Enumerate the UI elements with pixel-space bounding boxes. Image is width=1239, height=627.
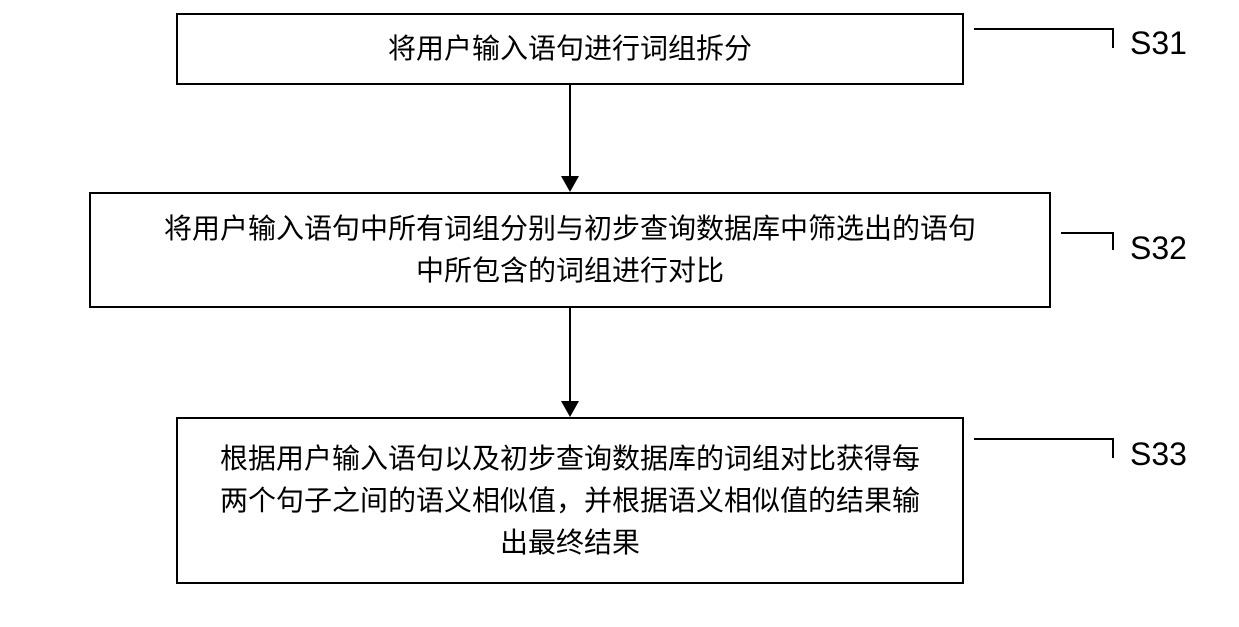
arrow-head-2 (561, 401, 579, 417)
arrow-line-2 (569, 308, 571, 403)
arrow-line-1 (569, 85, 571, 178)
step-label-s32: S32 (1130, 230, 1187, 267)
step-text-s33: 根据用户输入语句以及初步查询数据库的词组对比获得每两个句子之间的语义相似值，并根… (210, 438, 930, 564)
step-label-s33: S33 (1130, 436, 1187, 473)
label-connector-s33 (974, 438, 1114, 458)
step-text-s32: 将用户输入语句中所有词组分别与初步查询数据库中筛选出的语句中所包含的词组进行对比 (160, 208, 980, 292)
label-connector-s31 (974, 28, 1114, 48)
label-connector-s32 (1061, 232, 1114, 250)
step-label-s31: S31 (1130, 25, 1187, 62)
step-box-s32: 将用户输入语句中所有词组分别与初步查询数据库中筛选出的语句中所包含的词组进行对比 (89, 192, 1051, 308)
arrow-head-1 (561, 176, 579, 192)
step-text-s31: 将用户输入语句进行词组拆分 (388, 28, 752, 70)
step-box-s33: 根据用户输入语句以及初步查询数据库的词组对比获得每两个句子之间的语义相似值，并根… (176, 417, 964, 584)
flowchart-container: 将用户输入语句进行词组拆分 S31 将用户输入语句中所有词组分别与初步查询数据库… (0, 0, 1239, 627)
step-box-s31: 将用户输入语句进行词组拆分 (176, 13, 964, 85)
